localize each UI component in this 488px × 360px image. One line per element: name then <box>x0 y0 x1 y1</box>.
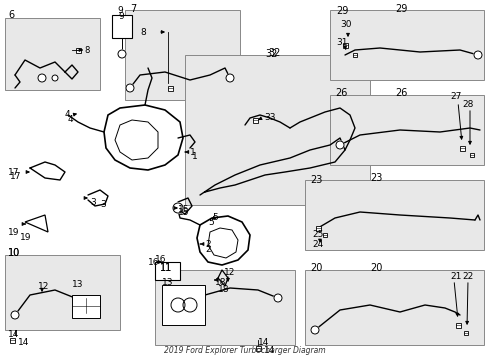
Bar <box>352 53 356 57</box>
Circle shape <box>126 84 134 92</box>
Circle shape <box>273 294 282 302</box>
Text: 30: 30 <box>339 20 351 29</box>
Text: 26: 26 <box>394 88 407 98</box>
Text: 6: 6 <box>8 10 14 20</box>
Text: 2: 2 <box>204 245 210 254</box>
Text: 18: 18 <box>218 285 229 294</box>
Bar <box>459 145 464 150</box>
Text: 4: 4 <box>68 115 74 124</box>
Text: 14: 14 <box>258 338 269 347</box>
Bar <box>463 331 467 335</box>
Circle shape <box>310 326 318 334</box>
Text: 24: 24 <box>311 240 323 249</box>
Bar <box>329 95 483 165</box>
Text: 26: 26 <box>334 88 346 98</box>
Bar <box>342 42 347 48</box>
Bar <box>323 233 326 237</box>
Text: 23: 23 <box>369 173 382 183</box>
Bar <box>5 255 120 330</box>
Bar <box>112 15 132 38</box>
Text: 12: 12 <box>38 282 49 291</box>
Text: 19: 19 <box>20 233 31 242</box>
Text: 3: 3 <box>90 198 96 207</box>
Text: 12: 12 <box>224 268 235 277</box>
Text: 11: 11 <box>160 263 172 273</box>
Bar <box>75 48 81 53</box>
Text: 10: 10 <box>8 248 20 258</box>
Text: 17: 17 <box>10 172 21 181</box>
Text: 16: 16 <box>155 255 166 264</box>
Bar <box>9 338 15 342</box>
Text: 5: 5 <box>212 213 217 222</box>
Circle shape <box>38 74 46 82</box>
Text: 14: 14 <box>18 338 29 347</box>
Text: 21: 21 <box>449 272 461 281</box>
Text: 27: 27 <box>449 92 461 101</box>
Text: 3: 3 <box>100 200 105 209</box>
Circle shape <box>225 74 234 82</box>
Text: 13: 13 <box>72 280 83 289</box>
Bar <box>167 86 172 90</box>
Text: 22: 22 <box>461 272 472 281</box>
Bar <box>315 225 320 230</box>
Circle shape <box>335 141 343 149</box>
Text: 11: 11 <box>160 263 172 273</box>
Text: 10: 10 <box>8 248 20 258</box>
Bar <box>329 10 483 80</box>
Bar <box>255 346 260 351</box>
Bar <box>184 55 369 205</box>
Text: 20: 20 <box>369 263 382 273</box>
Text: 4: 4 <box>65 110 70 119</box>
Circle shape <box>11 311 19 319</box>
Bar <box>162 285 204 325</box>
Bar <box>305 180 483 250</box>
Circle shape <box>173 203 183 213</box>
Bar <box>454 323 460 328</box>
Text: 8: 8 <box>140 28 145 37</box>
Text: 15: 15 <box>178 208 189 217</box>
Text: 8: 8 <box>84 45 89 54</box>
Text: 9: 9 <box>118 12 123 21</box>
Bar <box>469 153 473 157</box>
Bar <box>252 117 257 122</box>
Text: 28: 28 <box>461 100 472 109</box>
Text: 1: 1 <box>192 152 197 161</box>
Text: 5: 5 <box>207 218 213 227</box>
Text: 29: 29 <box>335 6 347 16</box>
Text: 16: 16 <box>148 258 159 267</box>
Text: 17: 17 <box>8 168 20 177</box>
Circle shape <box>118 50 126 58</box>
Circle shape <box>171 298 184 312</box>
Bar <box>305 270 483 345</box>
Text: 29: 29 <box>394 4 407 14</box>
Text: 32: 32 <box>264 49 277 59</box>
Bar <box>72 295 100 318</box>
Text: 23: 23 <box>309 175 322 185</box>
Text: 33: 33 <box>264 113 275 122</box>
Text: 32: 32 <box>267 48 280 58</box>
Text: 20: 20 <box>309 263 322 273</box>
Text: 25: 25 <box>311 230 323 239</box>
Text: 14: 14 <box>264 346 275 355</box>
Text: 9: 9 <box>117 6 122 15</box>
Bar <box>155 270 294 345</box>
Circle shape <box>52 75 58 81</box>
Text: 7: 7 <box>130 4 136 14</box>
Text: 13: 13 <box>162 278 173 287</box>
Text: 15: 15 <box>178 205 189 214</box>
Text: 2019 Ford Explorer Turbocharger Diagram: 2019 Ford Explorer Turbocharger Diagram <box>163 346 325 355</box>
Circle shape <box>473 51 481 59</box>
Text: 2: 2 <box>204 240 210 249</box>
Text: 1: 1 <box>190 148 195 157</box>
Bar <box>125 10 240 100</box>
Text: 31: 31 <box>335 38 347 47</box>
Bar <box>5 18 100 90</box>
Text: 19: 19 <box>8 228 20 237</box>
Text: 14: 14 <box>8 330 20 339</box>
Circle shape <box>183 298 197 312</box>
Bar <box>155 262 180 280</box>
Text: 18: 18 <box>215 278 226 287</box>
